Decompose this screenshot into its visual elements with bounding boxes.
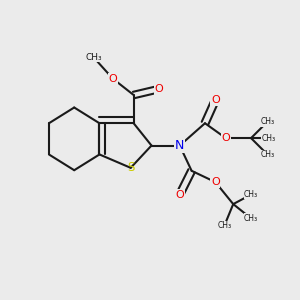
Text: CH₃: CH₃ [260, 150, 274, 159]
Text: CH₃: CH₃ [244, 214, 258, 223]
Text: CH₃: CH₃ [85, 53, 102, 62]
Text: O: O [109, 74, 117, 84]
Text: O: O [221, 133, 230, 143]
Text: CH₃: CH₃ [262, 134, 276, 142]
Text: N: N [175, 139, 184, 152]
Text: O: O [154, 84, 163, 94]
Text: CH₃: CH₃ [217, 221, 231, 230]
Text: O: O [175, 190, 184, 200]
Text: S: S [127, 161, 134, 174]
Text: O: O [211, 95, 220, 105]
Text: CH₃: CH₃ [260, 117, 274, 126]
Text: CH₃: CH₃ [244, 190, 258, 199]
Text: O: O [211, 177, 220, 187]
